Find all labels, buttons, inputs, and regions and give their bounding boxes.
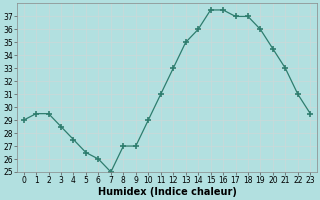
X-axis label: Humidex (Indice chaleur): Humidex (Indice chaleur) (98, 187, 236, 197)
